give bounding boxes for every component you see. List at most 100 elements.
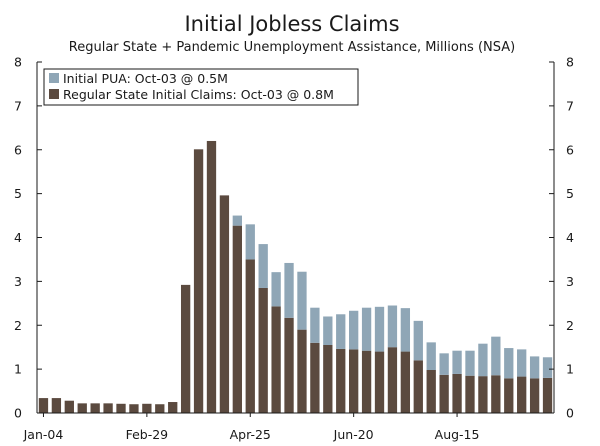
bar-pua-21 xyxy=(310,307,320,343)
bar-regular-16 xyxy=(245,259,255,413)
bar-regular-6 xyxy=(116,403,126,413)
bar-pua-19 xyxy=(284,262,294,318)
bar-pua-39 xyxy=(542,357,553,378)
bar-regular-33 xyxy=(465,375,475,413)
bar-regular-24 xyxy=(349,349,359,413)
bar-regular-26 xyxy=(374,351,385,413)
bar-regular-39 xyxy=(542,377,553,413)
bar-regular-11 xyxy=(180,284,191,413)
bar-regular-22 xyxy=(323,344,333,413)
y-tick-label-right-0: 0 xyxy=(566,406,574,421)
bar-regular-27 xyxy=(387,347,398,413)
bar-regular-38 xyxy=(529,378,540,413)
bar-regular-5 xyxy=(103,403,113,413)
bar-pua-26 xyxy=(374,306,385,352)
bars-layer xyxy=(38,140,553,413)
chart-subtitle: Regular State + Pandemic Unemployment As… xyxy=(69,40,515,55)
y-tick-label-right-8: 8 xyxy=(566,55,574,70)
legend-label-pua: Initial PUA: Oct-03 @ 0.5M xyxy=(63,71,228,86)
x-tick-label-32: Aug-15 xyxy=(435,427,480,442)
bar-regular-23 xyxy=(336,348,346,413)
bar-pua-22 xyxy=(323,316,333,345)
bar-pua-17 xyxy=(258,244,268,288)
bar-regular-30 xyxy=(426,370,436,413)
bar-pua-25 xyxy=(361,307,372,351)
y-tick-label-left-1: 1 xyxy=(14,362,22,377)
y-tick-label-left-2: 2 xyxy=(14,318,22,333)
x-tick-label-8: Feb-29 xyxy=(126,427,169,442)
bar-pua-24 xyxy=(349,310,359,350)
bar-pua-29 xyxy=(413,320,423,361)
bar-pua-32 xyxy=(452,350,462,374)
bar-pua-23 xyxy=(336,314,346,349)
bar-regular-18 xyxy=(271,306,281,413)
y-ticks-left: 0 1 2 3 4 5 6 7 8 xyxy=(14,55,42,421)
bar-pua-34 xyxy=(478,343,488,377)
bar-regular-21 xyxy=(310,342,320,413)
y-ticks-right: 0 1 2 3 4 5 6 7 8 xyxy=(549,55,574,421)
bar-regular-36 xyxy=(504,378,514,413)
x-ticks: Jan-04 Feb-29 Apr-25 Jun-20 Aug-15 xyxy=(23,413,480,442)
y-tick-label-left-3: 3 xyxy=(14,274,22,289)
bar-regular-14 xyxy=(219,195,230,413)
bar-pua-28 xyxy=(400,308,411,352)
bar-regular-25 xyxy=(361,350,372,413)
bar-regular-8 xyxy=(142,403,152,413)
bar-pua-30 xyxy=(426,342,436,370)
bar-regular-3 xyxy=(77,403,87,413)
bar-regular-29 xyxy=(413,360,423,413)
bar-pua-36 xyxy=(504,348,514,379)
bar-regular-12 xyxy=(193,149,204,413)
y-tick-label-left-0: 0 xyxy=(14,406,22,421)
bar-regular-28 xyxy=(400,351,411,413)
bar-regular-0 xyxy=(38,398,49,413)
bar-regular-4 xyxy=(90,403,100,413)
x-tick-label-16: Apr-25 xyxy=(230,427,271,442)
bar-pua-35 xyxy=(491,336,501,376)
bar-pua-15 xyxy=(232,215,242,226)
y-tick-label-right-5: 5 xyxy=(566,186,574,201)
bar-regular-2 xyxy=(64,400,74,413)
bar-pua-20 xyxy=(297,271,307,330)
bar-regular-17 xyxy=(258,287,268,413)
bar-pua-18 xyxy=(271,272,281,307)
bar-regular-34 xyxy=(478,376,488,413)
bar-regular-37 xyxy=(517,376,527,413)
y-tick-label-left-5: 5 xyxy=(14,186,22,201)
legend-swatch-pua xyxy=(49,73,59,83)
chart-title: Initial Jobless Claims xyxy=(184,12,399,36)
bar-regular-9 xyxy=(155,404,165,413)
bar-pua-37 xyxy=(517,349,527,377)
y-tick-label-left-4: 4 xyxy=(14,230,22,245)
bar-pua-38 xyxy=(529,356,540,379)
legend-label-regular: Regular State Initial Claims: Oct-03 @ 0… xyxy=(63,87,334,102)
y-tick-label-left-7: 7 xyxy=(14,98,22,113)
y-tick-label-right-1: 1 xyxy=(566,362,574,377)
bar-regular-13 xyxy=(206,140,217,413)
y-tick-label-right-2: 2 xyxy=(566,318,574,333)
legend-box xyxy=(43,68,359,106)
x-tick-label-24: Jun-20 xyxy=(333,427,374,442)
y-tick-label-right-4: 4 xyxy=(566,230,574,245)
bar-regular-32 xyxy=(452,373,462,413)
y-tick-label-left-8: 8 xyxy=(14,55,22,70)
bar-regular-7 xyxy=(129,404,139,413)
bar-pua-31 xyxy=(439,353,449,375)
bar-regular-15 xyxy=(232,225,242,413)
y-tick-label-right-3: 3 xyxy=(566,274,574,289)
bar-regular-20 xyxy=(297,329,307,413)
bar-regular-10 xyxy=(168,402,178,413)
bar-regular-35 xyxy=(491,375,501,413)
bar-regular-1 xyxy=(51,398,62,413)
bar-regular-31 xyxy=(439,374,449,413)
legend-swatch-regular xyxy=(49,89,59,99)
bar-pua-33 xyxy=(465,350,475,376)
y-tick-label-left-6: 6 xyxy=(14,142,22,157)
axes-layer xyxy=(36,62,555,414)
legend: Initial PUA: Oct-03 @ 0.5M Regular State… xyxy=(43,68,359,106)
bar-pua-27 xyxy=(387,305,398,348)
bar-pua-16 xyxy=(245,224,255,260)
x-tick-label-0: Jan-04 xyxy=(23,427,64,442)
bar-regular-19 xyxy=(284,317,294,413)
